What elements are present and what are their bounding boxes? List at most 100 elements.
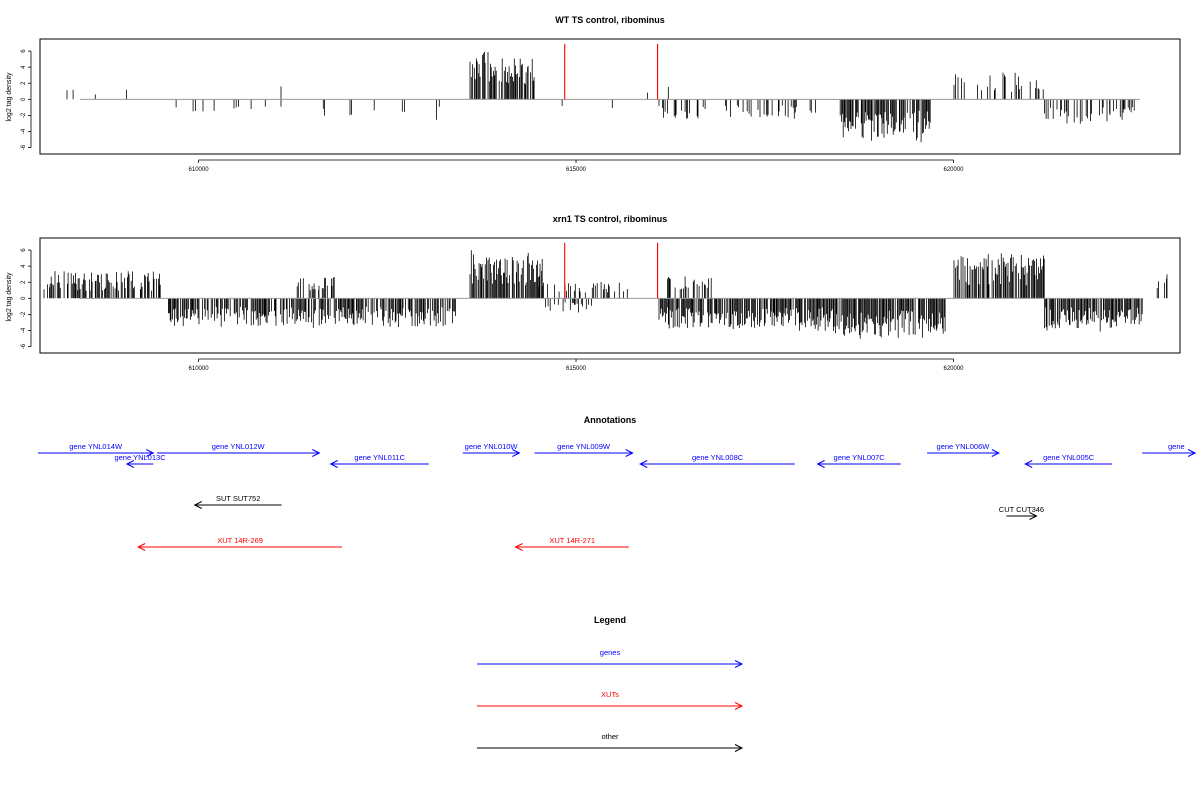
feature-arrow-head [512,449,521,457]
density-bar-group [658,298,825,331]
y-tick-label: 0 [21,296,27,300]
y-tick-label: -4 [21,128,27,134]
legend-entry: genes [477,648,744,668]
wt-marker-lines [564,43,659,100]
density-bar-group [322,99,440,120]
density-bar-group [168,298,456,328]
legend-label: other [601,732,619,741]
density-bar-group [839,99,931,143]
annotation-feature: gene YNL009W [534,442,634,457]
annotation-feature: gene YNL013C [114,453,166,468]
annotations-title: Annotations [584,415,637,425]
density-bar-group [658,99,816,119]
y-tick-label: -2 [21,311,27,317]
x-tick-label: 615000 [566,366,587,372]
x-tick-label: 610000 [189,167,210,173]
feature-label: gene YNL012W [212,442,266,451]
y-tick-label: -6 [21,144,27,150]
feature-arrow-head [193,501,202,509]
feature-arrow-head [312,449,321,457]
feature-arrow-head [137,543,146,551]
density-bar-group [953,253,1045,299]
annotation-feature: gene YNL012W [157,442,321,457]
feature-label: gene [1168,442,1185,451]
annotation-feature: gene YNL014W [38,442,155,457]
feature-arrow-head [1187,449,1197,457]
xrn1-y-axis-label: log2 tag density [6,272,13,322]
xrn1-density-bars [43,250,1168,339]
y-tick-label: -4 [21,327,27,333]
legend-label: XUTs [601,690,619,699]
y-tick-label: 0 [21,97,27,101]
y-tick-label: 2 [21,81,27,85]
annotation-feature: SUT SUT752 [193,494,282,509]
feature-label: gene YNL010W [465,442,519,451]
y-tick-label: -2 [21,112,27,118]
wt-plot-frame [39,38,1181,155]
feature-arrow-head [625,449,634,457]
feature-arrow-head [146,449,155,457]
density-bar-group [538,282,628,299]
feature-arrow-head [1029,512,1038,520]
annotation-feature: gene YNL005C [1024,453,1113,468]
feature-label: gene YNL005C [1043,453,1095,462]
feature-arrow-head [991,449,1000,457]
density-bar-group [1044,99,1135,124]
feature-label: gene YNL007C [834,453,886,462]
xrn1-y-axis: -6 -4 -2 0 2 4 6 [21,248,32,349]
density-bar-group [175,99,282,112]
wt-panel-title: WT TS control, ribominus [555,15,665,25]
legend-entry: other [477,732,744,752]
feature-label: SUT SUT752 [216,494,260,503]
feature-arrow-head [1024,460,1033,468]
wt-y-axis: -6 -4 -2 0 2 4 6 [21,49,32,150]
feature-arrow-head [816,460,825,468]
xrn1-plot-frame [39,237,1181,354]
xrn1-x-axis: 610000 615000 620000 [189,358,964,372]
annotation-feature: gene YNL007C [816,453,901,468]
density-bar-group [469,51,535,100]
annotation-feature: XUT 14R-269 [137,536,342,551]
feature-label: XUT 14R-271 [549,536,595,545]
legend-entries: genes XUTs other [477,648,744,752]
legend-arrow-head [734,660,744,668]
feature-label: XUT 14R-269 [217,536,263,545]
wt-panel: WT TS control, ribominus log2 tag densit… [6,15,1181,173]
annotation-feature: XUT 14R-271 [514,536,629,551]
feature-arrow-head [639,460,648,468]
x-tick-label: 610000 [189,366,210,372]
legend-panel: Legend genes XUTs other [477,615,744,752]
density-bar-group [824,298,946,339]
density-bar-group [1044,298,1143,332]
annotation-feature: gene [1142,442,1197,457]
feature-label: gene YNL011C [354,453,405,462]
feature-label: gene YNL008C [692,453,744,462]
density-bar-group [1156,274,1168,299]
y-tick-label: 4 [21,65,27,69]
wt-y-axis-label: log2 tag density [6,72,13,122]
density-bar-group [296,277,335,299]
feature-label: gene YNL009W [557,442,611,451]
x-tick-label: 620000 [943,167,964,173]
density-bar-group [667,276,712,299]
feature-arrow-head [329,460,338,468]
x-tick-label: 620000 [943,366,964,372]
y-tick-label: 6 [21,49,27,53]
wt-x-axis: 610000 615000 620000 [189,159,964,173]
y-tick-label: 2 [21,280,27,284]
density-bar-group [469,250,543,299]
legend-arrow-head [734,744,744,752]
legend-label: genes [600,648,621,657]
xrn1-panel: xrn1 TS control, ribominus log2 tag dens… [6,214,1181,372]
xrn1-marker-lines [564,242,659,299]
annotation-feature: gene YNL008C [639,453,795,468]
feature-arrow-head [125,460,135,468]
wt-density-bars [66,51,1135,143]
feature-label: gene YNL006W [937,442,991,451]
legend-arrow-head [734,702,744,710]
feature-label: gene YNL014W [69,442,123,451]
density-bar-group [561,99,613,109]
legend-title: Legend [594,615,626,625]
feature-arrow-head [514,543,523,551]
annotation-feature: CUT CUT346 [999,505,1044,520]
